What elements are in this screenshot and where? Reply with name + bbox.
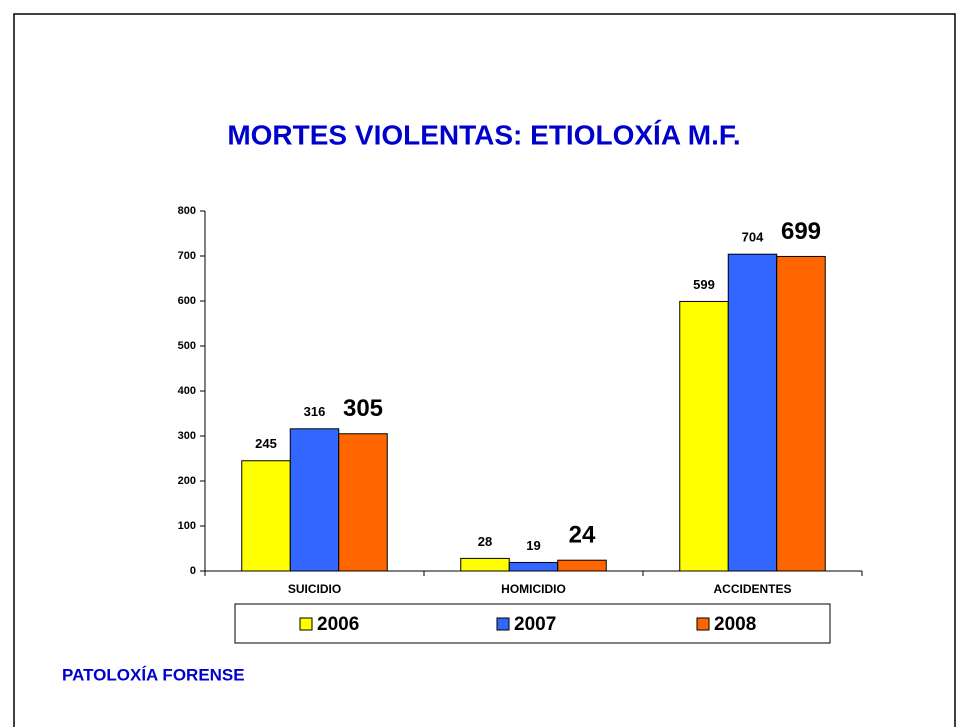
footer: PATOLOXÍA FORENSE: [62, 665, 245, 684]
chart-title: MORTES VIOLENTAS: ETIOLOXÍA M.F.: [227, 119, 740, 150]
x-tick-label: SUICIDIO: [288, 582, 341, 596]
bar: [679, 300, 729, 572]
y-tick-label: 0: [190, 565, 196, 577]
legend-swatch: [299, 617, 313, 631]
value-label: 245: [255, 436, 277, 451]
value-label: 28: [478, 534, 492, 549]
bar: [241, 460, 291, 572]
y-tick-label: 300: [178, 430, 196, 442]
value-label: 305: [343, 395, 383, 422]
legend-swatch: [696, 617, 710, 631]
x-tick-label: HOMICIDIO: [501, 582, 566, 596]
bar: [508, 561, 559, 572]
y-tick-label: 100: [178, 520, 196, 532]
value-label: 316: [304, 404, 326, 419]
y-tick-label: 800: [178, 205, 196, 217]
value-label: 24: [569, 522, 596, 549]
value-label: 19: [526, 538, 540, 553]
y-tick-label: 600: [178, 295, 196, 307]
legend-label: 2006: [317, 614, 359, 635]
legend-label: 2008: [714, 614, 756, 635]
bar: [289, 428, 340, 572]
bar: [727, 253, 778, 572]
value-label: 599: [693, 277, 715, 292]
slide-border: [13, 13, 956, 727]
y-tick-label: 400: [178, 385, 196, 397]
bar: [460, 557, 510, 572]
bar: [557, 559, 607, 572]
x-tick-label: ACCIDENTES: [713, 582, 791, 596]
value-label: 704: [742, 230, 764, 245]
value-label: 699: [781, 218, 821, 245]
y-tick-label: 700: [178, 250, 196, 262]
legend-box: [234, 603, 831, 644]
bar: [776, 255, 826, 572]
legend-label: 2007: [514, 614, 556, 635]
y-tick-label: 200: [178, 475, 196, 487]
legend-swatch: [496, 617, 510, 631]
bar: [338, 433, 388, 572]
y-tick-label: 500: [178, 340, 196, 352]
